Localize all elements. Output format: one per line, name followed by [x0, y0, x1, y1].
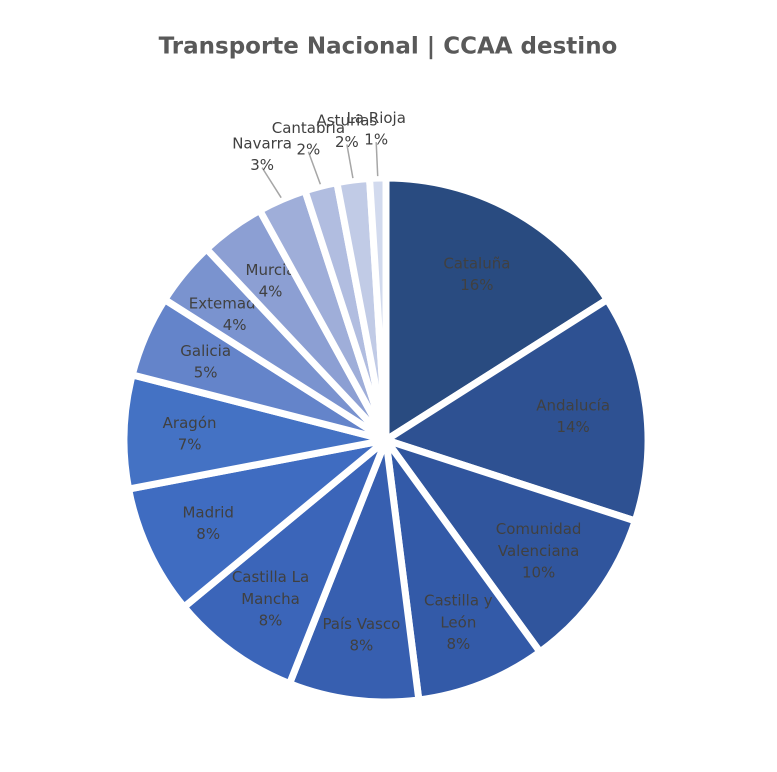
slice-value-label: 7% [178, 435, 202, 453]
slice-value-label: 10% [522, 563, 555, 581]
slice-label: Navarra [232, 134, 292, 152]
slice-value-label: 8% [349, 636, 373, 654]
slice-label: Asturias [316, 111, 377, 129]
slice-label: Cataluña [443, 254, 510, 272]
pie-slice [382, 174, 613, 447]
slice-value-label: 2% [335, 133, 359, 151]
slice-value-label: 8% [259, 611, 283, 629]
pie-slice [365, 174, 390, 441]
slice-label: Cantabria [272, 118, 345, 136]
chart-title: Transporte Nacional | CCAA destino [159, 34, 618, 60]
pie-slice [377, 294, 652, 526]
slice-label: Aragón [163, 413, 217, 431]
leader-line [307, 151, 322, 185]
slice-label: La Rioja [346, 109, 405, 127]
slice-value-label: 2% [297, 140, 321, 158]
slice-label: Castilla La Mancha [232, 567, 309, 607]
leader-line [261, 167, 282, 199]
slice-value-label: 3% [250, 156, 274, 174]
slice-value-label: 8% [196, 525, 220, 543]
leader-line [375, 142, 379, 177]
pie-slice [382, 437, 545, 704]
leader-line [346, 144, 354, 179]
slice-value-label: 4% [259, 283, 283, 301]
slice-value-label: 4% [223, 316, 247, 334]
pie-slice [124, 436, 389, 612]
slice-label: Castilla y León [424, 591, 493, 631]
slice-label: Andalucía [536, 396, 610, 414]
slice-label: Madrid [182, 503, 234, 521]
slice-value-label: 5% [194, 363, 218, 381]
pie-slice [376, 433, 640, 657]
slice-value-label: 8% [446, 635, 470, 653]
pie-slice [179, 437, 390, 689]
pie-slice [285, 438, 423, 706]
slice-label: Comunidad Valenciana [496, 519, 582, 559]
slice-label: Murcia [246, 261, 296, 279]
slice-label: Galicia [180, 341, 231, 359]
slice-value-label: 14% [556, 418, 589, 436]
slice-value-label: 16% [460, 276, 493, 294]
slice-label: País Vasco [322, 614, 400, 632]
slice-value-label: 1% [364, 131, 388, 149]
